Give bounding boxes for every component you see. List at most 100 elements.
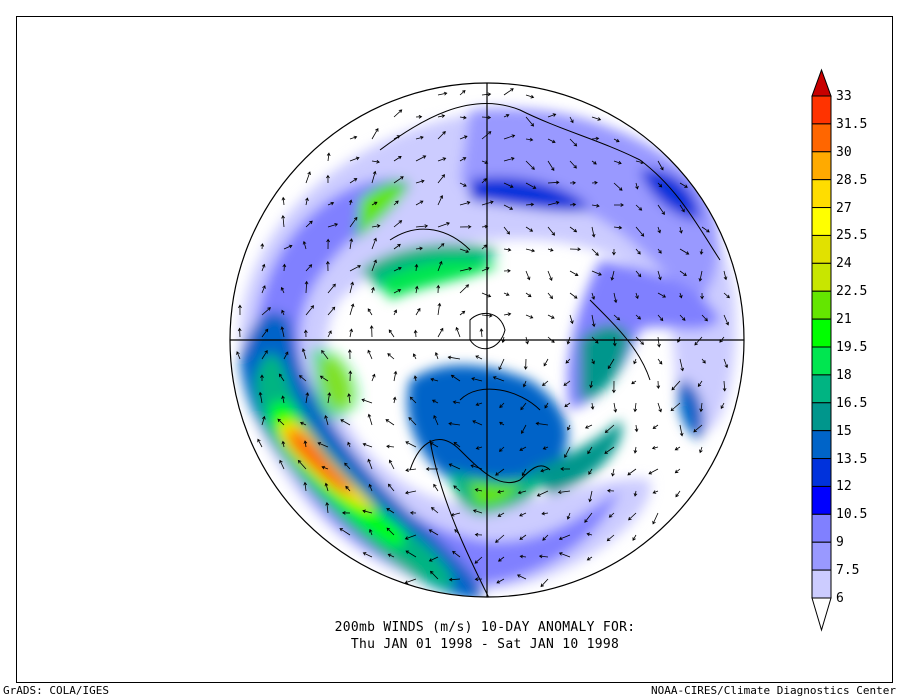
wind-vector-arrow	[386, 508, 395, 514]
wind-vector-arrow	[321, 465, 329, 470]
wind-vector-arrow	[535, 421, 549, 426]
wind-vector-arrow	[523, 358, 528, 370]
wind-vector-arrow	[303, 481, 308, 492]
wind-vector-arrow	[699, 446, 703, 454]
wind-vector-arrow	[591, 226, 596, 238]
wind-vector-arrow	[324, 482, 329, 492]
wind-vector-arrow	[591, 180, 598, 185]
colorbar-label: 25.5	[836, 228, 868, 244]
wind-vector-arrow	[613, 203, 624, 207]
wind-vector-arrow	[657, 402, 662, 413]
colorbar-box	[811, 234, 832, 264]
wind-vector-arrow	[433, 483, 439, 492]
wind-vector-arrow	[633, 446, 638, 454]
wind-vector-arrow	[517, 490, 527, 495]
wind-vector-arrow	[503, 247, 512, 252]
wind-vector-arrow	[281, 395, 285, 404]
wind-vector-arrow	[447, 355, 461, 360]
wind-vector-arrow	[349, 238, 354, 250]
wind-vector-arrow	[542, 446, 549, 450]
wind-vector-arrow	[453, 441, 461, 448]
wind-vector-arrow	[298, 375, 307, 382]
wind-vector-arrow	[671, 380, 681, 391]
colorbar-box	[811, 458, 832, 487]
wind-vector-arrow	[657, 358, 663, 365]
wind-vector-arrow	[492, 376, 505, 382]
wind-vector-arrow	[723, 270, 728, 281]
wind-vector-arrow	[261, 350, 268, 360]
wind-vector-arrow	[542, 380, 549, 387]
wind-vector-arrow	[525, 94, 535, 99]
wind-vector-arrow	[413, 375, 418, 382]
wind-vector-arrow	[371, 286, 375, 294]
wind-vector-arrow	[261, 415, 266, 426]
wind-vector-arrow	[567, 424, 571, 431]
wind-vector-arrow	[604, 424, 615, 434]
wind-vector-arrow	[347, 393, 351, 404]
wind-vector-arrow	[430, 507, 439, 514]
wind-vector-arrow	[362, 552, 373, 558]
wind-vector-arrow	[521, 468, 527, 477]
wind-vector-arrow	[498, 446, 505, 452]
wind-vector-arrow	[371, 373, 376, 382]
wind-vector-arrow	[431, 399, 439, 404]
wind-vector-arrow	[371, 170, 377, 184]
wind-vector-arrow	[303, 329, 308, 338]
wind-vector-arrow	[448, 463, 461, 470]
wind-vector-arrow	[428, 556, 439, 562]
wind-vector-arrow	[283, 351, 289, 360]
wind-vector-arrow	[652, 490, 659, 494]
wind-vector-arrow	[525, 270, 531, 281]
wind-vector-arrow	[327, 222, 339, 228]
wind-vector-arrow	[525, 160, 535, 170]
wind-vector-arrow	[697, 380, 703, 387]
wind-vector-arrow	[472, 420, 483, 426]
wind-vector-arrow	[415, 307, 421, 316]
wind-vector-arrow	[281, 214, 285, 228]
wind-vector-arrow	[459, 248, 470, 253]
wind-vector-arrow	[415, 200, 424, 206]
wind-vector-arrow	[720, 402, 725, 410]
wind-vector-arrow	[371, 224, 381, 228]
wind-vector-arrow	[327, 392, 332, 404]
wind-vector-arrow	[558, 552, 571, 558]
wind-vector-arrow	[386, 444, 395, 449]
wind-vector-arrow	[503, 182, 514, 188]
wind-vector-arrow	[569, 226, 578, 233]
wind-vector-arrow	[498, 556, 505, 562]
wind-vector-arrow	[305, 305, 315, 316]
wind-vector-arrow	[305, 264, 313, 272]
wind-vector-arrow	[405, 441, 417, 448]
wind-vector-arrow	[260, 374, 264, 382]
wind-vector-arrow	[409, 511, 417, 515]
colorbar-label: 13.5	[836, 451, 868, 467]
wind-vector-arrow	[393, 266, 402, 272]
colorbar-box	[811, 513, 832, 543]
wind-vector-arrow	[635, 182, 639, 190]
wind-vector-arrow	[348, 199, 353, 206]
wind-vector-arrow	[564, 446, 571, 459]
wind-vector-arrow	[479, 328, 484, 338]
wind-vector-arrow	[393, 288, 402, 294]
wind-vector-arrow	[516, 574, 527, 580]
wind-vector-arrow	[415, 224, 429, 228]
coastlines	[379, 103, 721, 597]
wind-vector-arrow	[327, 283, 336, 294]
wind-vector-arrow	[386, 527, 395, 536]
wind-vector-arrow	[371, 237, 377, 250]
wind-vector-arrow	[371, 259, 377, 272]
wind-vector-arrow	[635, 248, 641, 255]
wind-vector-arrow	[679, 314, 686, 321]
wind-vector-arrow	[591, 160, 597, 165]
wind-vector-arrow	[404, 534, 417, 540]
wind-vector-arrow	[437, 91, 448, 96]
wind-vector-arrow	[547, 200, 560, 206]
wind-vector-arrow	[520, 424, 527, 435]
wind-vector-arrow	[448, 577, 461, 582]
wind-vector-arrow	[349, 135, 358, 140]
wind-vector-arrow	[540, 468, 549, 473]
colorbar-box	[811, 290, 832, 320]
wind-vector-arrow	[481, 292, 492, 298]
wind-vector-arrow	[496, 578, 505, 584]
wind-vector-arrow	[345, 485, 351, 492]
